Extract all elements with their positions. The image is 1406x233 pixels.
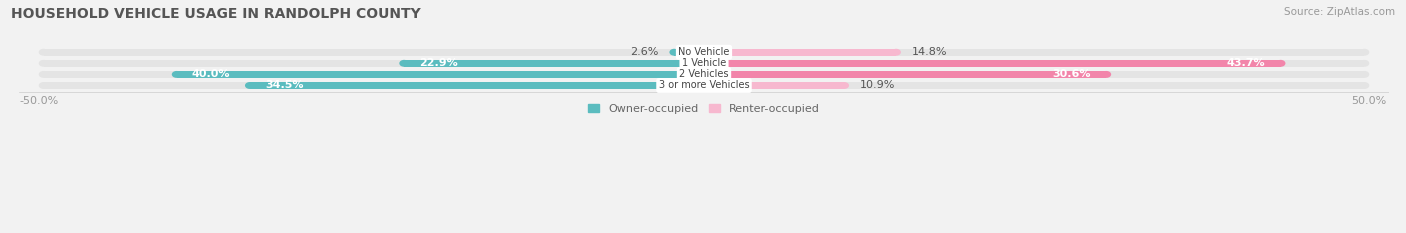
Text: 22.9%: 22.9%	[419, 58, 458, 68]
Bar	[250, 82, 704, 89]
Text: 40.0%: 40.0%	[191, 69, 231, 79]
Circle shape	[1275, 60, 1285, 67]
Circle shape	[39, 60, 48, 67]
Circle shape	[839, 82, 849, 89]
Bar	[704, 71, 1107, 78]
Text: Source: ZipAtlas.com: Source: ZipAtlas.com	[1284, 7, 1395, 17]
Bar	[44, 49, 1364, 56]
Circle shape	[39, 82, 48, 89]
Circle shape	[1360, 71, 1369, 78]
Text: HOUSEHOLD VEHICLE USAGE IN RANDOLPH COUNTY: HOUSEHOLD VEHICLE USAGE IN RANDOLPH COUN…	[11, 7, 420, 21]
Circle shape	[245, 82, 254, 89]
Text: 43.7%: 43.7%	[1227, 58, 1265, 68]
Circle shape	[399, 60, 409, 67]
Text: 2 Vehicles: 2 Vehicles	[679, 69, 728, 79]
Text: 10.9%: 10.9%	[859, 80, 896, 90]
Bar	[44, 82, 1364, 89]
Text: 14.8%: 14.8%	[911, 47, 948, 57]
Circle shape	[1101, 71, 1111, 78]
Circle shape	[1360, 60, 1369, 67]
Circle shape	[891, 49, 901, 56]
Circle shape	[1360, 49, 1369, 56]
Text: 30.6%: 30.6%	[1053, 69, 1091, 79]
Bar	[404, 60, 704, 67]
Bar	[177, 71, 704, 78]
Circle shape	[172, 71, 181, 78]
Text: 1 Vehicle: 1 Vehicle	[682, 58, 725, 68]
Circle shape	[39, 49, 48, 56]
Circle shape	[39, 71, 48, 78]
Circle shape	[1360, 82, 1369, 89]
Circle shape	[669, 49, 679, 56]
Bar	[704, 82, 844, 89]
Text: No Vehicle: No Vehicle	[678, 47, 730, 57]
Bar	[675, 49, 704, 56]
Bar	[44, 60, 1364, 67]
Text: 3 or more Vehicles: 3 or more Vehicles	[658, 80, 749, 90]
Bar	[44, 71, 1364, 78]
Bar	[704, 49, 896, 56]
Text: 34.5%: 34.5%	[264, 80, 304, 90]
Bar	[704, 60, 1281, 67]
Text: 2.6%: 2.6%	[630, 47, 659, 57]
Legend: Owner-occupied, Renter-occupied: Owner-occupied, Renter-occupied	[583, 99, 824, 118]
